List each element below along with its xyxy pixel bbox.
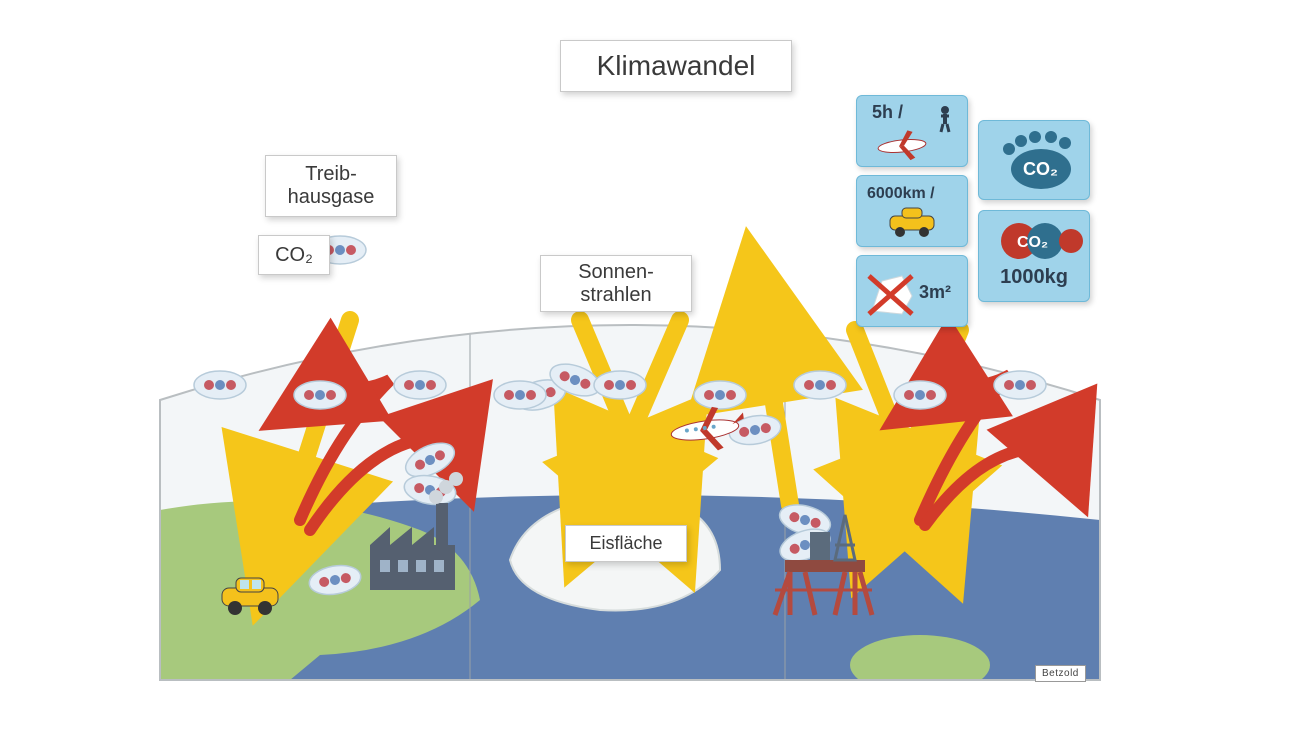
co2-text-card: CO₂: [258, 235, 330, 275]
tile-car: 6000km /: [856, 175, 968, 247]
greenhouse-gases-card: Treib- hausgase: [265, 155, 397, 217]
svg-text:5h /: 5h /: [872, 102, 903, 122]
ice-surface-card: Eisfläche: [565, 525, 687, 562]
svg-text:1000kg: 1000kg: [1000, 266, 1068, 288]
tile-ice-loss: 3m²: [856, 255, 968, 327]
title-card: Klimawandel: [560, 40, 792, 92]
brand-label: Betzold: [1035, 665, 1086, 682]
tile-co2-mass: CO₂ 1000kg: [978, 210, 1090, 302]
svg-text:6000km /: 6000km /: [867, 185, 935, 202]
tile-footprint: CO₂: [978, 120, 1090, 200]
svg-text:3m²: 3m²: [919, 282, 951, 302]
sunrays-card: Sonnen- strahlen: [540, 255, 692, 312]
tile-flight: 5h /: [856, 95, 968, 167]
svg-text:CO₂: CO₂: [1017, 234, 1048, 251]
svg-text:CO₂: CO₂: [1023, 159, 1058, 179]
